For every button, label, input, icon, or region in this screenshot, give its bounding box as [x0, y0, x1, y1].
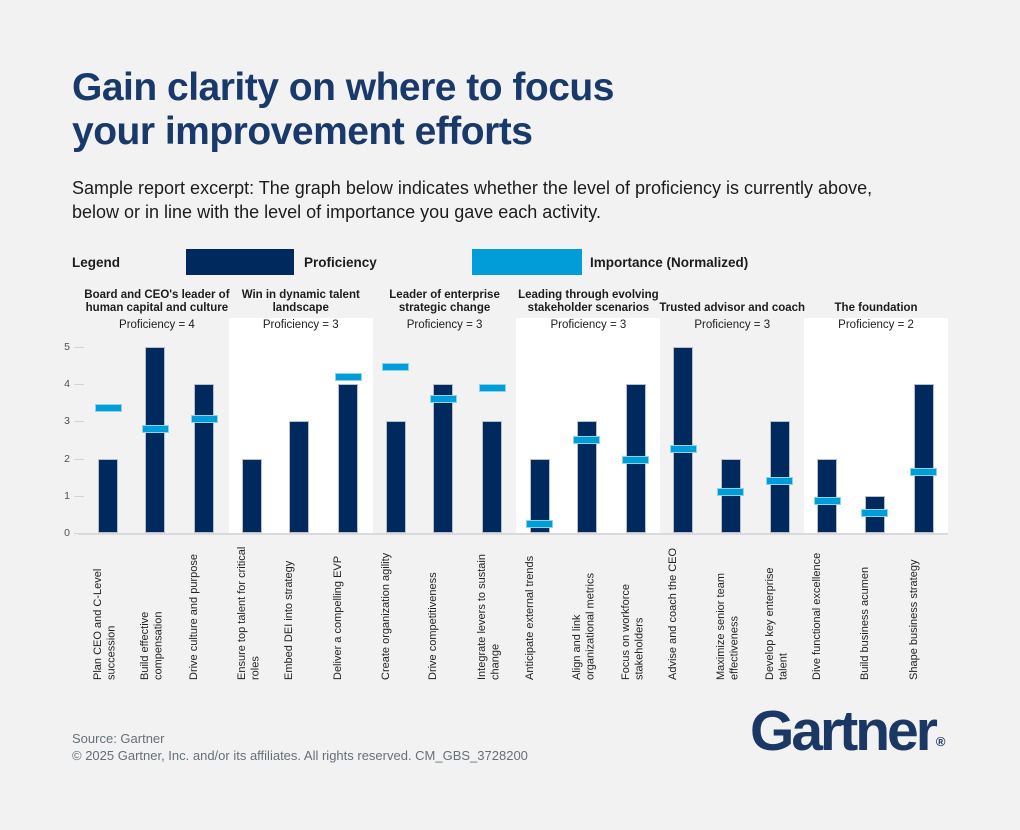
importance-marker [141, 424, 169, 433]
x-axis-label: Embed DEI into strategy [283, 560, 296, 680]
x-axis-label: Integrate levers to sustain change [476, 554, 502, 680]
x-axis-label: Drive culture and purpose [188, 554, 201, 680]
gartner-logo-text: Gartner [750, 699, 938, 763]
proficiency-bar [241, 458, 262, 533]
y-axis-label: 4 [64, 378, 70, 391]
x-axis-label: Deliver a compelling EVP [332, 555, 345, 680]
registered-trademark-icon: ® [935, 734, 946, 749]
group-proficiency-label: Proficiency = 2 [838, 319, 914, 331]
group-title: Leading through evolving stakeholder sce… [518, 288, 659, 315]
importance-marker [573, 435, 601, 444]
group-title: Win in dynamic talent landscape [241, 288, 360, 315]
importance-marker [382, 363, 410, 372]
proficiency-bar [145, 346, 166, 533]
y-axis-label: 0 [64, 527, 70, 539]
importance-marker [334, 372, 362, 381]
y-axis-label: 1 [64, 489, 70, 502]
importance-marker [526, 519, 553, 528]
proficiency-bar [913, 384, 934, 533]
group-title: The foundation [834, 302, 918, 315]
legend-label: Legend [72, 255, 121, 270]
proficiency-bar [817, 458, 838, 533]
importance-marker [94, 404, 122, 413]
copyright-text: © 2025 Gartner, Inc. and/or its affiliat… [72, 747, 528, 763]
x-axis-label: Build business acumen [858, 566, 871, 680]
y-axis-label: 3 [64, 415, 70, 428]
importance-marker [429, 394, 457, 403]
proficiency-bar [338, 384, 359, 533]
proficiency-bar [289, 421, 310, 533]
legend-swatch-importance [472, 249, 582, 275]
group-title: Trusted advisor and coach [659, 302, 806, 315]
x-axis-label: Drive competitiveness [427, 572, 440, 680]
y-axis-tick [74, 384, 84, 386]
x-axis-label: Shape business strategy [907, 559, 920, 680]
x-axis-label: Ensure top talent for critical roles [235, 546, 262, 680]
y-axis-label: 5 [64, 340, 70, 353]
page-title-line1: Gain clarity on where to focus [72, 66, 614, 109]
x-axis-label: Plan CEO and C-Level succession [92, 568, 118, 680]
y-axis-tick [74, 458, 84, 460]
subtitle: Sample report excerpt: The graph below i… [72, 178, 873, 222]
x-axis-label: Focus on workforce stakeholders [619, 584, 646, 680]
group-title: Board and CEO's leader of human capital … [84, 288, 230, 315]
importance-marker [813, 497, 841, 506]
importance-marker [861, 508, 889, 517]
group-proficiency-label: Proficiency = 3 [550, 319, 627, 331]
x-axis-label: Maximize senior team effectiveness [714, 573, 741, 680]
importance-marker [717, 488, 745, 497]
group-proficiency-label: Proficiency = 3 [694, 319, 771, 331]
y-axis-label: 2 [64, 452, 70, 465]
proficiency-bar [194, 384, 215, 533]
importance-marker [478, 383, 506, 392]
page-title: Gain clarity on where to focus your impr… [72, 66, 614, 154]
proficiency-bar [482, 421, 503, 533]
gartner-logo: Gartner® [750, 698, 946, 764]
legend-item-importance-label: Importance (Normalized) [590, 255, 749, 270]
group-proficiency-label: Proficiency = 3 [262, 319, 339, 331]
legend-item-proficiency-label: Proficiency [304, 255, 377, 270]
group-title: Leader of enterprise strategic change [389, 288, 500, 315]
x-axis-label: Develop key enterprise talent [763, 567, 790, 680]
proficiency-bar [529, 458, 550, 533]
group-proficiency-label: Proficiency = 3 [406, 319, 483, 331]
legend-swatch-proficiency [186, 249, 294, 275]
x-axis-label: Build effective compensation [139, 611, 165, 681]
group-proficiency-label: Proficiency = 4 [119, 319, 195, 331]
importance-marker [622, 456, 650, 465]
x-axis-label: Anticipate external trends [523, 555, 536, 680]
x-axis-label: Dive functional excellence [811, 552, 824, 680]
proficiency-bar [576, 421, 597, 533]
source-text: Source: Gartner [72, 731, 165, 746]
importance-marker [766, 476, 794, 485]
importance-marker [910, 467, 938, 476]
footer: Source: Gartner © 2025 Gartner, Inc. and… [72, 731, 528, 765]
y-axis-tick [74, 495, 84, 497]
x-axis-label: Align and link organizational metrics [570, 573, 597, 680]
importance-marker [190, 415, 218, 424]
proficiency-bar [385, 421, 406, 533]
y-axis-tick [74, 346, 84, 348]
proficiency-bar [673, 346, 694, 533]
proficiency-bar [433, 384, 454, 533]
x-axis-baseline [78, 533, 948, 535]
y-axis-tick [74, 421, 84, 423]
page-title-line2: your improvement efforts [72, 110, 533, 154]
x-axis-label: Advise and coach the CEO [667, 547, 680, 680]
proficiency-bar [98, 458, 118, 533]
importance-marker [669, 445, 697, 454]
x-axis-label: Create organization agility [379, 552, 392, 680]
